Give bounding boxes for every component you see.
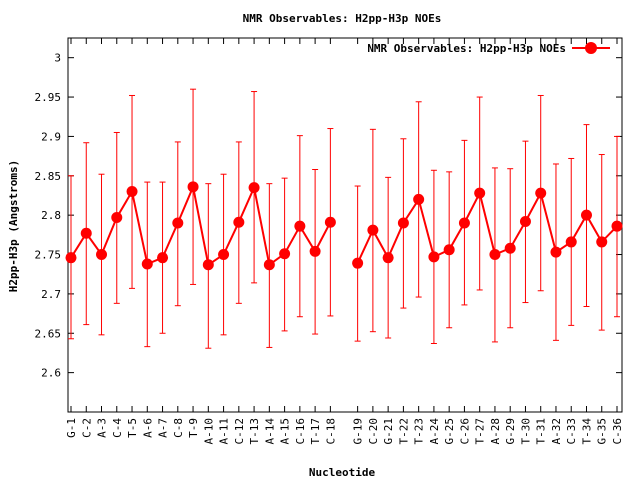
data-point [202,259,214,271]
y-axis-label: H2pp-H3p (Angstroms) [7,160,20,292]
data-point [550,246,562,258]
data-point [397,217,409,229]
y-tick-label: 3 [54,52,61,65]
x-tick-label: A-15 [279,418,292,445]
x-tick-label: A-11 [218,418,231,445]
data-point [263,259,275,271]
x-tick-label: T-9 [187,418,200,438]
data-point [248,182,260,194]
data-point [504,242,516,254]
x-tick-label: G-29 [504,418,517,445]
data-point [187,181,199,193]
x-tick-label: C-36 [611,418,624,445]
x-tick-label: T-23 [413,418,426,445]
x-tick-label: G-35 [596,418,609,445]
data-point [126,186,138,198]
y-tick-label: 2.6 [41,367,61,380]
data-point [141,258,153,270]
data-point [309,245,321,257]
data-point [443,244,455,256]
data-point [489,249,501,261]
x-axis-label: Nucleotide [309,466,376,479]
data-point [172,217,184,229]
x-tick-label: G-21 [382,418,395,445]
data-point [611,220,623,232]
x-tick-label: T-34 [580,418,593,445]
x-tick-label: C-16 [294,418,307,445]
x-tick-label: C-33 [565,418,578,445]
data-point [111,212,123,224]
chart-title: NMR Observables: H2pp-H3p NOEs [243,12,442,25]
data-point [80,227,92,239]
data-point [535,187,547,199]
x-tick-label: C-4 [111,418,124,438]
data-point [279,248,291,260]
legend-marker [585,42,597,54]
x-tick-label: T-22 [397,418,410,445]
y-tick-label: 2.7 [41,288,61,301]
legend: NMR Observables: H2pp-H3p NOEs [367,42,610,55]
x-tick-label: T-27 [474,418,487,445]
x-tick-label: A-10 [202,418,215,445]
x-tick-label: C-8 [172,418,185,438]
x-tick-label: G-25 [443,418,456,445]
y-tick-label: 2.65 [35,327,62,340]
x-tick-label: A-24 [428,418,441,445]
series-line [70,183,332,267]
data-point [157,252,169,264]
y-tick-label: 2.8 [41,209,61,222]
data-point [352,257,364,269]
x-tick-label: A-7 [157,418,170,438]
data-point [519,215,531,227]
data-point [382,252,394,264]
x-tick-label: A-32 [550,418,563,445]
legend-label: NMR Observables: H2pp-H3p NOEs [367,42,566,55]
y-tick-label: 2.9 [41,130,61,143]
x-tick-label: T-30 [519,418,532,445]
x-tick-label: C-20 [367,418,380,445]
x-tick-label: A-3 [96,418,109,438]
series-line [356,190,618,264]
data-point [413,193,425,205]
series-layer [65,88,623,349]
x-tick-label: T-5 [126,418,139,438]
x-tick-label: A-6 [141,418,154,438]
x-tick-label: A-14 [263,418,276,445]
x-tick-label: C-18 [324,418,337,445]
y-tick-label: 2.75 [35,249,62,262]
data-point [580,209,592,221]
x-tick-label: T-17 [309,418,322,445]
x-tick-label: G-1 [65,418,78,438]
data-point [367,224,379,236]
data-point [596,236,608,248]
x-axis: G-1 C-2 A-3 C-4 T-5 A-6 A-7 C-8 T-9 A-10 A-11 C-12 T… [65,38,624,445]
x-tick-label: C-26 [458,418,471,445]
y-tick-label: 2.85 [35,170,62,183]
data-point [474,187,486,199]
y-axis: 2.6 2.65 2.7 2.75 2.8 2.85 2.9 2.95 3 [35,52,622,380]
x-tick-label: G-19 [352,418,365,445]
data-point [96,249,108,261]
x-tick-label: T-31 [535,418,548,445]
data-point [233,216,245,228]
x-tick-label: C-12 [233,418,246,445]
x-tick-label: A-28 [489,418,502,445]
x-tick-label: T-13 [248,418,261,445]
data-point [428,251,440,263]
data-point [324,216,336,228]
data-point [294,220,306,232]
x-tick-label: C-2 [80,418,93,438]
y-tick-label: 2.95 [35,91,62,104]
data-point [565,236,577,248]
data-point [458,217,470,229]
data-point [65,252,77,264]
data-point [218,249,230,261]
plot-frame [67,37,623,413]
